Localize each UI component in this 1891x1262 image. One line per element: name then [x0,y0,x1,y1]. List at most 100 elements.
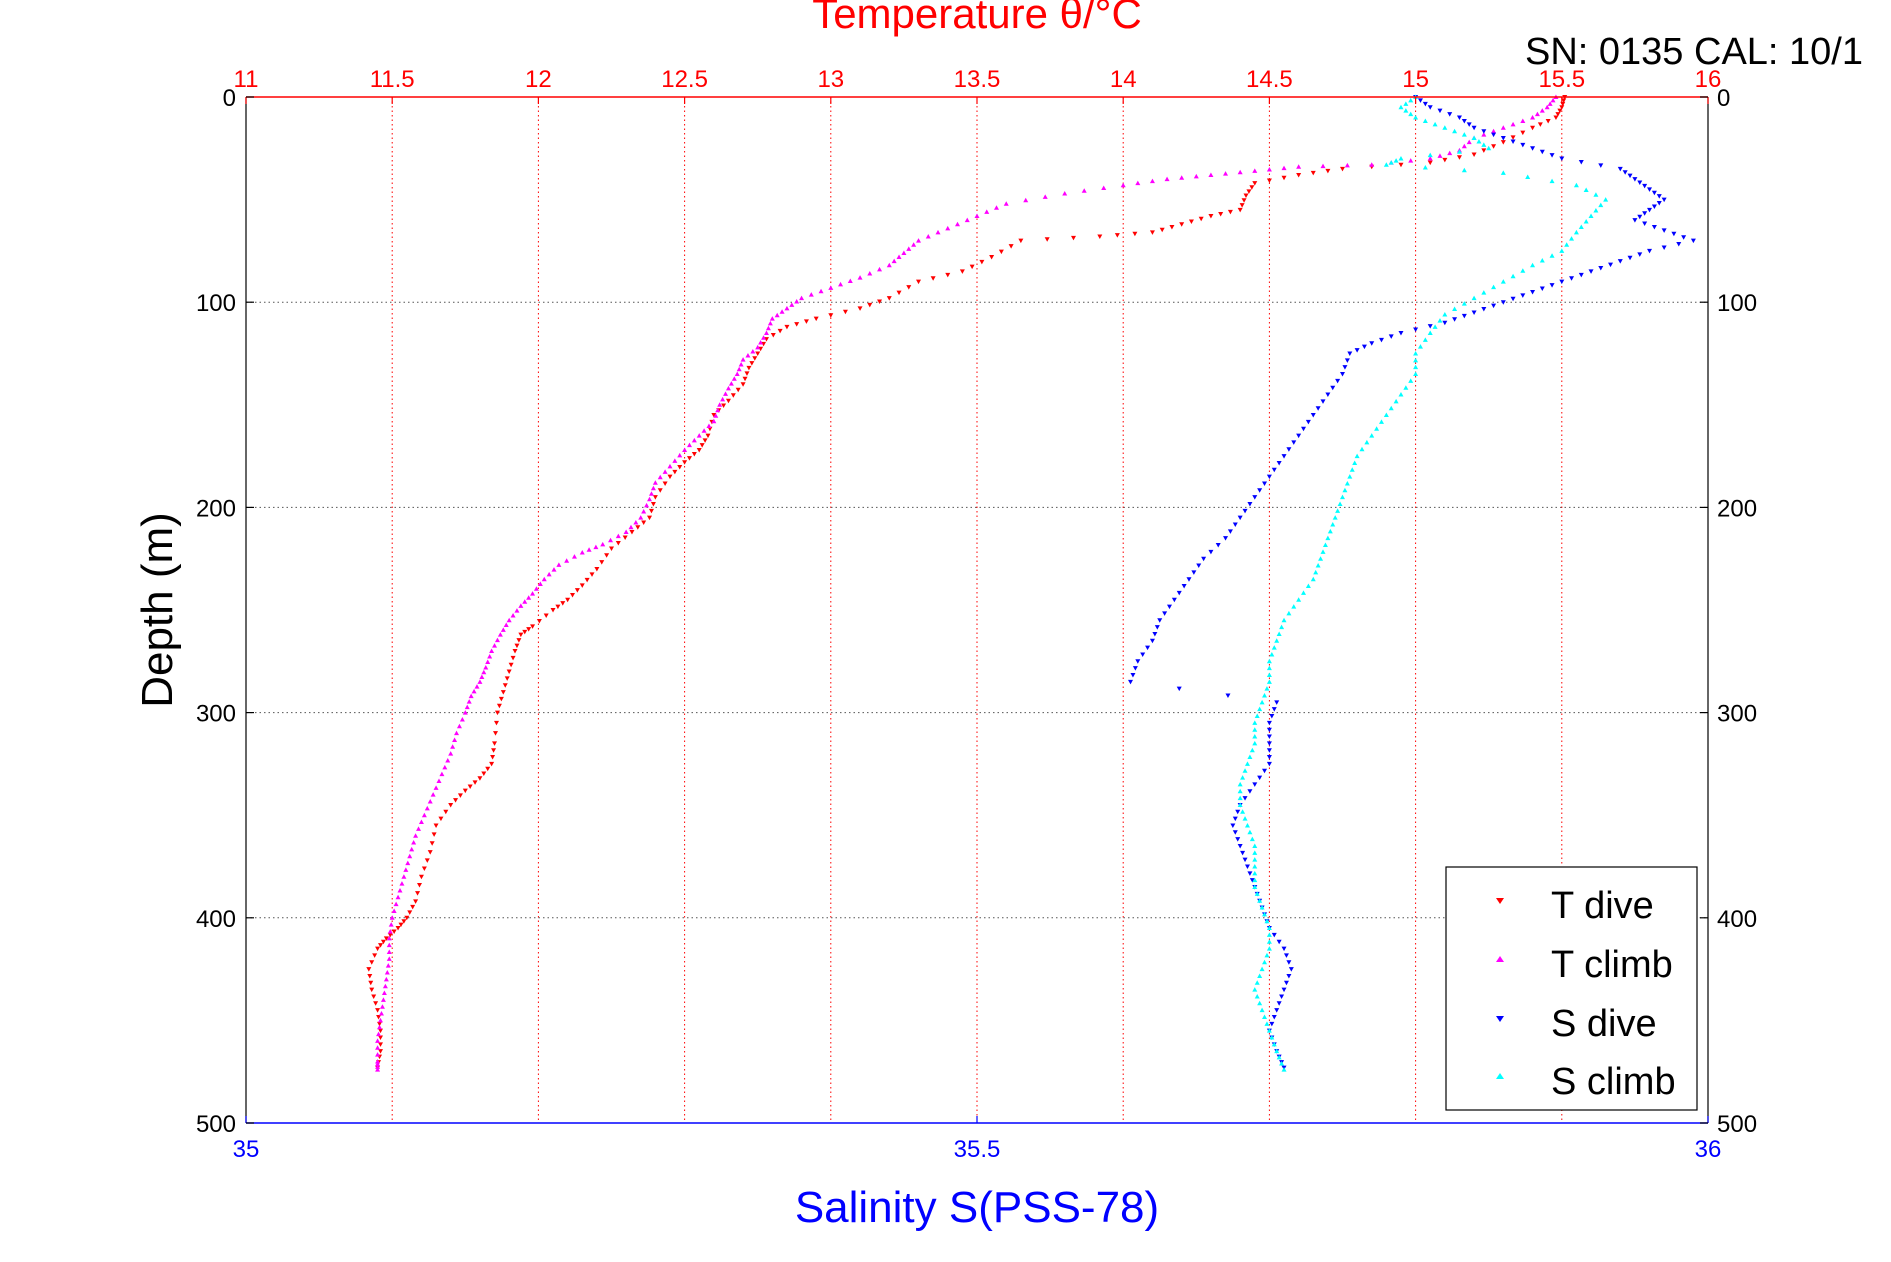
point-t-dive [1249,185,1255,190]
point-s-climb [1252,740,1258,746]
point-s-climb [1240,809,1246,814]
point-t-dive [477,776,483,781]
point-t-climb [375,1061,381,1067]
point-s-dive [1647,207,1653,213]
point-s-climb [1264,918,1270,924]
point-t-dive [490,755,496,760]
point-s-climb [1578,224,1584,229]
point-s-climb [1403,385,1409,390]
point-s-climb [1237,802,1243,807]
point-s-climb [1344,480,1350,486]
point-t-climb [738,361,744,367]
point-t-dive [1239,203,1245,208]
point-t-dive [699,443,705,448]
point-t-climb [433,785,439,790]
point-s-climb [1413,115,1419,120]
point-s-climb [1269,1035,1275,1040]
point-s-dive [1154,625,1160,630]
point-t-climb [1481,132,1487,137]
point-t-climb [628,524,634,530]
point-s-dive [1247,871,1253,876]
point-s-dive [1262,481,1268,486]
point-s-dive [1252,495,1258,500]
point-t-dive [691,452,697,457]
point-t-dive [705,433,711,439]
point-t-climb [867,270,873,276]
temperature-tick-label: 14 [1110,66,1137,93]
point-t-climb [430,792,436,797]
point-s-climb [1530,262,1536,268]
point-s-dive [1461,118,1467,124]
point-t-dive [1442,157,1448,163]
point-t-climb [1252,168,1258,173]
point-s-climb [1305,583,1311,589]
point-s-dive [1500,300,1506,305]
point-t-climb [564,558,570,563]
point-t-climb [713,413,719,418]
point-t-dive [896,290,902,296]
legend: T dive T climb S dive S climb [1445,866,1698,1111]
point-s-climb [1244,822,1250,828]
point-t-climb [828,285,834,290]
point-s-dive [1269,1021,1275,1027]
point-s-dive [1471,310,1477,315]
point-s-dive [1232,816,1238,822]
point-s-climb [1281,1067,1287,1072]
point-s-dive [1237,843,1243,849]
point-s-climb [1403,108,1409,113]
point-s-climb [1262,693,1268,698]
point-s-climb [1588,213,1594,219]
point-s-climb [1257,973,1263,978]
point-s-climb [1252,720,1258,725]
point-s-dive [1276,939,1282,945]
point-s-dive [1288,967,1294,972]
point-t-dive [702,438,708,443]
point-t-dive [1310,170,1316,176]
point-s-climb [1266,672,1272,677]
point-t-climb [1042,194,1048,199]
point-s-dive [1232,830,1238,835]
series-s-dive [1128,95,1696,1071]
point-s-climb [1452,128,1458,134]
depth-tick-label-left: 500 [196,1111,236,1138]
point-t-dive [500,690,506,695]
point-t-dive [969,264,975,270]
point-s-climb [1279,624,1285,630]
point-t-dive [1555,112,1561,117]
point-t-dive [1491,144,1497,149]
point-t-climb [701,428,707,433]
point-s-dive [1230,823,1236,828]
point-t-dive [375,1008,381,1013]
point-t-dive [1553,115,1559,121]
point-s-dive [1598,266,1604,271]
depth-tick-label-left: 200 [196,495,236,522]
data-points [366,94,1696,1072]
point-t-climb [916,238,922,243]
depth-tick-label-right: 400 [1717,906,1757,933]
point-t-climb [745,353,751,358]
point-s-dive [1286,960,1292,965]
point-t-climb [403,867,409,872]
point-s-climb [1549,178,1555,184]
point-s-dive [1637,252,1643,257]
point-s-dive [1491,303,1497,309]
point-s-dive [1422,101,1428,107]
point-t-climb [375,1052,381,1057]
point-s-climb [1254,993,1260,999]
point-s-dive [1291,440,1297,445]
point-t-climb [466,699,472,704]
point-t-climb [974,213,980,219]
point-s-climb [1388,405,1394,411]
point-s-dive [1132,666,1138,671]
point-t-climb [1237,169,1243,175]
point-t-dive [433,823,439,828]
point-s-climb [1237,788,1243,794]
point-t-climb [386,935,392,941]
point-s-dive [1661,197,1667,203]
point-s-climb [1461,301,1467,306]
point-s-dive [1456,115,1462,121]
point-t-dive [550,608,556,613]
point-t-climb [479,674,485,680]
point-t-dive [1456,155,1462,160]
point-t-dive [1198,216,1204,222]
